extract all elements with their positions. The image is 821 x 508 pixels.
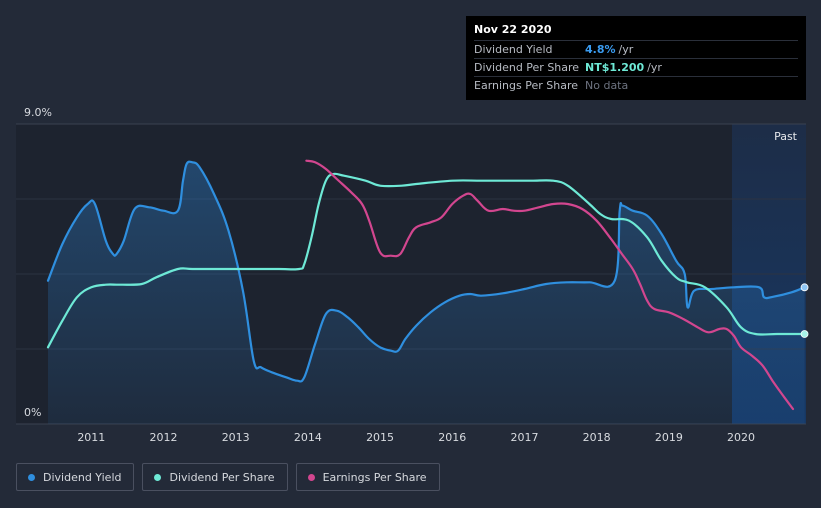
earnings-per-share-line [305,159,795,411]
x-tick-label: 2014 [294,431,322,444]
legend-label: Earnings Per Share [322,470,427,484]
dividend-per-share-end-marker [800,330,809,338]
tooltip-no-data: No data [585,79,629,92]
legend-item-dividend-yield[interactable]: Dividend Yield [16,463,135,491]
tooltip-label: Dividend Per Share [474,61,580,74]
x-tick-label: 2018 [583,431,611,444]
legend-dot-icon [154,473,162,481]
legend-dot-icon [307,473,315,481]
tooltip-label: Earnings Per Share [474,79,579,92]
series-layer [46,159,809,424]
y-axis-bottom-label: 0% [24,406,41,419]
tooltip-label: Dividend Yield [474,43,553,56]
tooltip-value: NT$1.200 [585,61,645,74]
x-tick-label: 2013 [222,431,250,444]
legend-label: Dividend Yield [43,470,122,484]
legend: Dividend Yield Dividend Per Share Earnin… [16,463,440,491]
legend-item-dividend-per-share[interactable]: Dividend Per Share [142,463,288,491]
dividend-yield-area [48,161,805,424]
x-tick-label: 2020 [727,431,755,444]
legend-item-earnings-per-share[interactable]: Earnings Per Share [295,463,440,491]
y-axis-top-label: 9.0% [24,106,52,119]
dividend-yield-end-marker [800,283,809,292]
x-tick-label: 2015 [366,431,394,444]
dividend-yield-line [46,160,806,383]
tooltip-panel: Nov 22 2020 Dividend Yield 4.8% /yr Divi… [466,16,806,100]
tooltip-row-earnings-per-share: Earnings Per Share No data [474,76,798,94]
past-label: Past [774,130,798,143]
x-tick-label: 2019 [655,431,683,444]
tooltip-date: Nov 22 2020 [474,23,552,36]
x-tick-label: 2017 [510,431,538,444]
tooltip-unit: /yr [647,61,662,74]
x-tick-label: 2011 [77,431,105,444]
tooltip-value: 4.8% [585,43,616,56]
dividend-per-share-line [46,172,806,349]
x-tick-label: 2012 [150,431,178,444]
legend-dot-icon [28,473,35,481]
tooltip-unit: /yr [618,43,634,56]
x-tick-label: 2016 [438,431,466,444]
legend-label: Dividend Per Share [169,470,275,484]
x-axis-ticks: 2011 2012 2013 2014 2015 2016 2017 2018 2019 2020 [77,431,755,444]
tooltip-row-dividend-per-share: Dividend Per Share NT$1.200 /yr [474,58,798,76]
tooltip-row-dividend-yield: Dividend Yield 4.8% /yr [474,40,798,58]
